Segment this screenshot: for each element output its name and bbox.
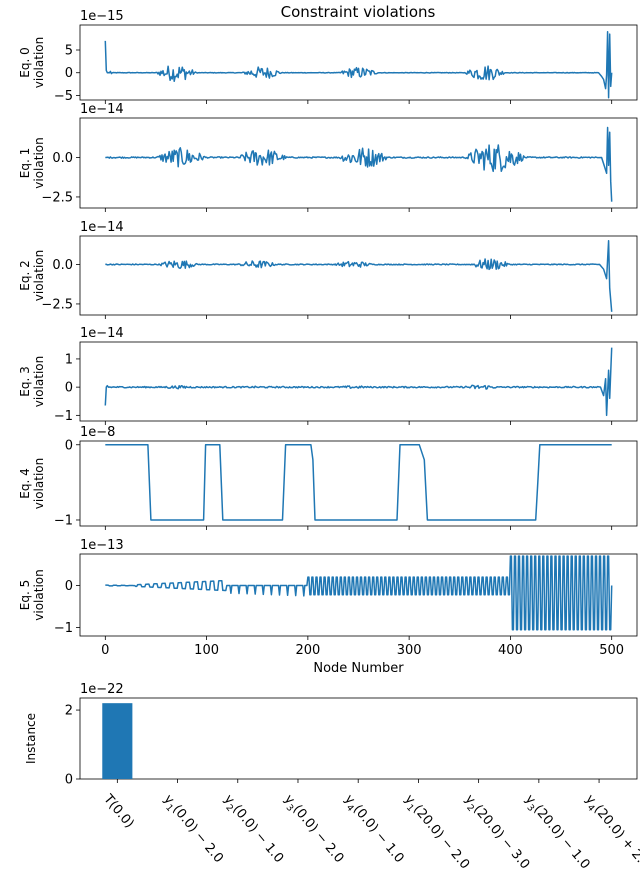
axis-offset-3: 1e−14 [80,326,124,341]
category-label-4: y4(0.0) − 1.0 [339,792,407,868]
panel-1: 1e−14 Eq. 1violation 0.0 −2.5 [18,102,638,212]
y-tick-label-3-0: 1 [65,352,73,367]
y-tick-label-2-1: −2.5 [41,297,73,312]
series-line-1 [105,126,613,202]
axes-frame-4 [79,440,638,527]
axes-frame-0 [79,24,638,101]
series-line-2 [105,239,613,312]
axes-frame-5 [79,553,638,637]
series-line-4 [105,444,612,521]
axis-offset-6: 1e−22 [80,682,124,697]
series-line-5 [105,555,613,631]
x-tick-label-5-4: 400 [498,643,523,658]
panel-2: 1e−14 Eq. 2violation 0.0 −2.5 [18,220,638,319]
axis-offset-5: 1e−13 [80,538,124,553]
bar-0 [102,703,133,779]
category-label-5: y1(20.0) − 2.0 [399,792,472,874]
y-tick-label-2-0: 0.0 [52,258,73,273]
y-tick-label-1-1: −2.5 [41,190,73,205]
x-tick-label-5-3: 300 [397,643,422,658]
series-line-0 [104,31,613,99]
category-label-0: T(0.0) [100,791,137,831]
axis-offset-0: 1e−15 [80,9,124,24]
axis-offset-4: 1e−8 [80,425,115,440]
axes-frame-2 [79,235,638,316]
y-axis-label-4: Eq. 4violation [18,458,46,509]
y-tick-label-6-0: 2 [65,704,73,719]
panel-6: 1e−22 Instance 2 0 T(0.0) y1(0.0) − 2.0y2(0.0… [24,682,640,874]
y-tick-label-0-2: −5 [54,89,73,104]
y-axis-label-6: Instance [24,713,38,764]
y-tick-label-6-1: 0 [65,773,73,788]
y-axis-label-1: Eq. 1violation [18,137,46,188]
x-tick-label-5-1: 100 [194,643,219,658]
y-tick-label-3-2: −1 [54,409,73,424]
y-tick-label-4-0: 0 [65,438,73,453]
axis-offset-2: 1e−14 [80,220,124,235]
y-tick-label-5-1: −1 [54,621,73,636]
y-tick-label-5-0: 0 [65,579,73,594]
y-axis-label-3: Eq. 3violation [18,356,46,407]
y-tick-label-4-1: −1 [54,513,73,528]
x-axis-label: Node Number [313,661,404,676]
x-tick-label-5-2: 200 [295,643,320,658]
axes-frame-6 [79,697,638,780]
y-tick-label-1-0: 0.0 [52,151,73,166]
category-label-1: y1(0.0) − 2.0 [158,792,226,868]
axes-frame-1 [79,117,638,209]
y-axis-label-2: Eq. 2violation [18,250,46,301]
y-tick-label-3-1: 0 [65,381,73,396]
panel-3: 1e−14 Eq. 3violation 1 0 −1 [18,326,638,425]
y-axis-label-0: Eq. 0violation [18,37,46,88]
axis-offset-1: 1e−14 [80,102,124,117]
x-tick-label-5-5: 500 [599,643,624,658]
series-line-3 [104,347,613,417]
y-tick-label-0-1: 0 [65,66,73,81]
y-axis-label-5: Eq. 5violation [18,569,46,620]
y-tick-label-0-0: 5 [65,44,73,59]
x-tick-label-5-0: 0 [101,643,109,658]
category-label-2: y2(0.0) − 1.0 [218,792,286,868]
axes-frame-3 [79,341,638,422]
figure-title: Constraint violations [281,3,436,21]
panel-0: 1e−15 Eq. 0violation 5 0 −5 [18,9,638,104]
category-label-3: y3(0.0) − 2.0 [279,792,347,868]
panel-4: 1e−8 Eq. 4violation 0 −1 [18,425,638,530]
panel-5: 1e−13 Eq. 5violation 0 −1 0 100 200 300 400 500 No… [18,538,638,676]
